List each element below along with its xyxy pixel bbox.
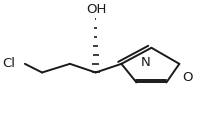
Text: N: N bbox=[141, 56, 151, 69]
Text: Cl: Cl bbox=[2, 57, 15, 70]
Text: O: O bbox=[183, 71, 193, 84]
Text: OH: OH bbox=[87, 3, 107, 16]
